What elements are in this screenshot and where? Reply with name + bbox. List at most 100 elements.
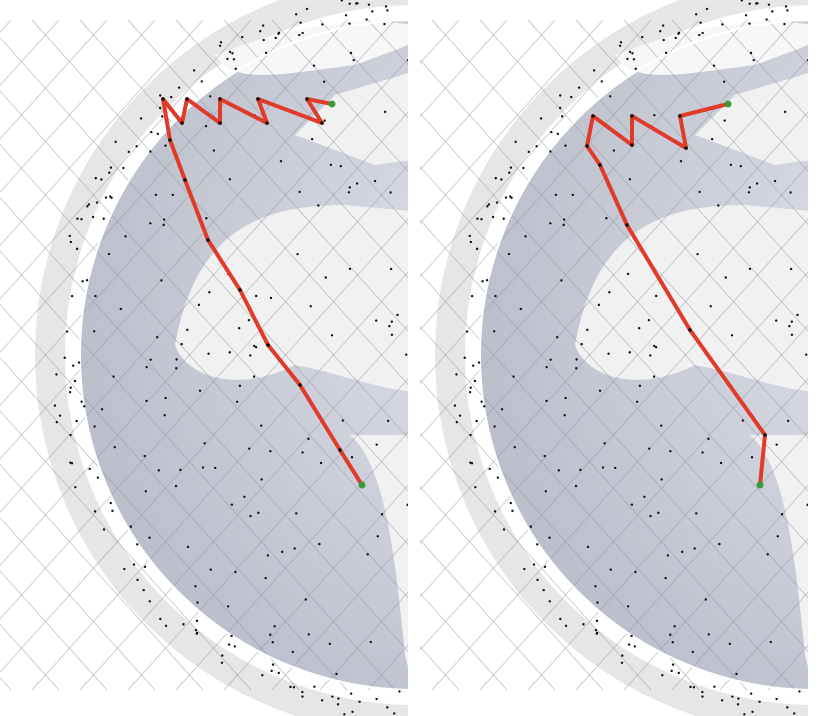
satellite-dot: [423, 309, 425, 311]
satellite-dot: [677, 32, 680, 35]
grid-line: [31, 271, 408, 691]
satellite-dot: [365, 18, 368, 21]
satellite-dot: [446, 695, 448, 697]
satellite-dot: [75, 247, 79, 251]
satellite-dot: [102, 217, 105, 220]
satellite-dot: [693, 547, 696, 550]
satellite-dot: [352, 58, 355, 62]
satellite-dot: [507, 687, 509, 689]
satellite-dot: [358, 700, 361, 704]
south-america-landmass: [350, 435, 408, 667]
satellite-dot: [355, 182, 359, 185]
satellite-dot: [664, 576, 667, 580]
satellite-dot: [600, 80, 603, 83]
grid-line: [0, 570, 108, 691]
satellite-dot: [123, 567, 126, 571]
satellite-dot: [478, 697, 480, 699]
satellite-dot: [512, 12, 514, 14]
satellite-dot: [773, 179, 777, 183]
satellite-dot: [577, 86, 581, 89]
satellite-dot: [542, 588, 545, 592]
satellite-dot: [748, 2, 751, 5]
grid-line: [0, 517, 156, 691]
satellite-dot: [743, 713, 746, 716]
satellite-dot: [680, 550, 684, 554]
satellite-dot: [740, 0, 744, 2]
satellite-dot: [124, 235, 127, 238]
satellite-dot: [337, 697, 340, 700]
satellite-dot: [786, 706, 789, 709]
satellite-dot: [69, 386, 72, 389]
satellite-dot: [470, 462, 474, 465]
satellite-dot: [771, 10, 774, 13]
satellite-dot: [522, 30, 524, 32]
satellite-dot: [194, 585, 197, 588]
satellite-dot: [331, 695, 334, 698]
route-hop: [320, 121, 324, 125]
satellite-dot: [248, 447, 251, 450]
satellite-dot: [204, 124, 208, 128]
satellite-dot: [551, 694, 553, 696]
grid-line: [420, 19, 556, 171]
satellite-dot: [536, 543, 539, 546]
satellite-dot: [233, 645, 236, 648]
route-hop: [298, 383, 302, 387]
route-hop: [256, 97, 260, 101]
satellite-dot: [277, 32, 280, 35]
satellite-dot: [324, 276, 328, 279]
satellite-dot: [704, 598, 707, 601]
satellite-dot: [463, 356, 466, 359]
satellite-dot: [487, 203, 491, 206]
satellite-dot: [514, 140, 517, 144]
satellite-dot: [594, 628, 598, 632]
satellite-dot: [692, 686, 696, 689]
satellite-dot: [108, 171, 111, 174]
satellite-dot: [549, 150, 552, 153]
satellite-dot: [493, 425, 496, 428]
satellite-dot: [548, 600, 551, 603]
satellite-dot: [601, 466, 605, 469]
satellite-dot: [351, 710, 354, 714]
satellite-dot: [481, 280, 484, 283]
grid-line: [0, 218, 408, 673]
satellite-dot: [291, 650, 295, 654]
satellite-dot: [594, 585, 597, 588]
satellite-dot: [158, 106, 162, 110]
satellite-dot: [488, 467, 491, 471]
satellite-dot: [298, 33, 301, 37]
satellite-dot: [783, 22, 786, 26]
satellite-dot: [455, 703, 457, 705]
satellite-dot: [143, 565, 147, 569]
satellite-dot: [349, 51, 353, 55]
grid-line: [0, 58, 408, 513]
satellite-dot: [504, 696, 506, 698]
satellite-dot: [119, 307, 122, 311]
satellite-dot: [58, 414, 62, 417]
satellite-dot: [203, 442, 206, 445]
satellite-dot: [614, 466, 617, 470]
satellite-dot: [74, 485, 77, 489]
satellite-dot: [164, 624, 168, 628]
satellite-dot: [177, 86, 181, 89]
grid-line: [420, 165, 808, 598]
satellite-dot: [660, 478, 663, 481]
satellite-dot: [789, 191, 792, 194]
satellite-dot: [509, 501, 513, 505]
satellite-dot: [564, 396, 567, 400]
satellite-dot: [75, 419, 78, 423]
satellite-dot: [556, 336, 559, 339]
satellite-dot: [149, 150, 152, 153]
satellite-dot: [767, 3, 771, 6]
satellite-dot: [820, 215, 822, 217]
satellite-dot: [582, 623, 585, 626]
satellite-dot: [788, 324, 791, 328]
satellite-dot: [70, 294, 74, 298]
satellite-dot: [198, 389, 202, 392]
route-hop: [183, 178, 187, 182]
satellite-dot: [386, 419, 390, 423]
satellite-dot: [695, 512, 698, 515]
satellite-dot: [238, 384, 242, 388]
satellite-dot: [463, 693, 465, 695]
grid-line: [127, 378, 408, 691]
satellite-dot: [465, 10, 467, 12]
